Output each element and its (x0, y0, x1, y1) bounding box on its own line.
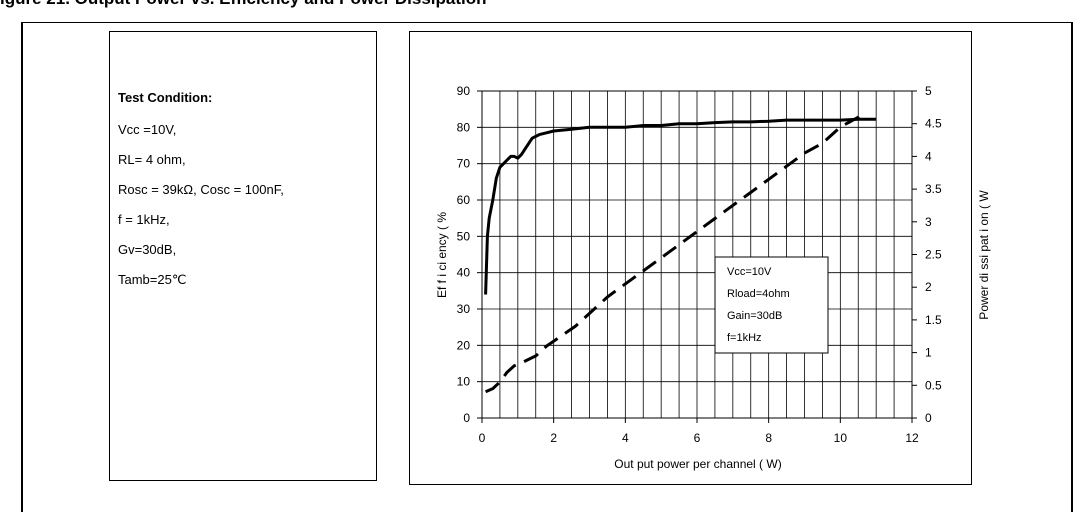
test-condition-line: Gv=30dB, (118, 242, 177, 257)
x-tick-label: 6 (694, 431, 701, 445)
x-tick-label: 8 (765, 431, 772, 445)
x-axis-label: Out put power per channel ( W) (614, 457, 781, 471)
efficiency-power-chart: 0 2 4 6 8 10 12 0 10 20 30 40 50 60 70 80 90 0 0.5 1 1.5 2 2.5… (435, 84, 991, 471)
test-condition-title: Test Condition: (118, 90, 213, 105)
y-tick-label: 0 (463, 411, 470, 425)
x-tick-label: 10 (834, 431, 848, 445)
legend-line: Rload=4ohm (727, 288, 790, 300)
y2-tick-label: 2 (925, 280, 932, 294)
axes: 0 2 4 6 8 10 12 0 10 20 30 40 50 60 70 80 90 0 0.5 1 1.5 2 2.5… (457, 84, 942, 445)
y2-tick-label: 5 (925, 84, 932, 98)
legend-box (714, 256, 829, 354)
test-condition-line: Rosc = 39kΩ, Cosc = 100nF, (118, 182, 284, 197)
x-tick-label: 0 (479, 431, 486, 445)
legend-line: Vcc=10V (727, 266, 772, 278)
y2-tick-label: 3.5 (925, 182, 942, 196)
y-tick-label: 80 (457, 120, 471, 134)
y2-tick-label: 2.5 (925, 248, 942, 262)
test-condition-line: Vcc =10V, (118, 122, 177, 137)
legend: Vcc=10V Rload=4ohm Gain=30dB f=1kHz (714, 256, 829, 354)
y2-tick-label: 1 (925, 346, 932, 360)
y-tick-label: 70 (457, 157, 471, 171)
chart-frame (409, 31, 972, 485)
y2-tick-label: 1.5 (925, 313, 942, 327)
legend-line: f=1kHz (727, 332, 762, 344)
power-dissipation-line (484, 112, 863, 394)
y-tick-label: 20 (457, 338, 471, 352)
y-tick-label: 50 (457, 229, 471, 243)
test-condition-line: RL= 4 ohm, (118, 152, 186, 167)
efficiency-line (484, 117, 877, 295)
figure-frame (21, 22, 1073, 512)
test-condition-line: f = 1kHz, (118, 212, 170, 227)
x-tick-label: 12 (905, 431, 919, 445)
y2-tick-label: 0.5 (925, 378, 942, 392)
y2-tick-label: 0 (925, 411, 932, 425)
y-tick-label: 40 (457, 266, 471, 280)
legend-line: Gain=30dB (727, 310, 782, 322)
y-tick-label: 60 (457, 193, 471, 207)
series (484, 112, 877, 394)
y-tick-label: 10 (457, 375, 471, 389)
test-condition-line: Tamb=25℃ (118, 272, 187, 287)
y2-axis-label: Power di ssi pat i on ( W (977, 190, 991, 320)
test-condition-box (109, 31, 377, 481)
x-tick-label: 4 (622, 431, 629, 445)
grid (481, 90, 913, 419)
y2-tick-label: 4 (925, 149, 932, 163)
y-tick-label: 90 (457, 84, 471, 98)
y2-tick-label: 4.5 (925, 117, 942, 131)
y2-tick-label: 3 (925, 215, 932, 229)
y-tick-label: 30 (457, 302, 471, 316)
y-axis-label: Ef f i ci ency ( % (435, 212, 449, 298)
x-tick-label: 2 (550, 431, 557, 445)
